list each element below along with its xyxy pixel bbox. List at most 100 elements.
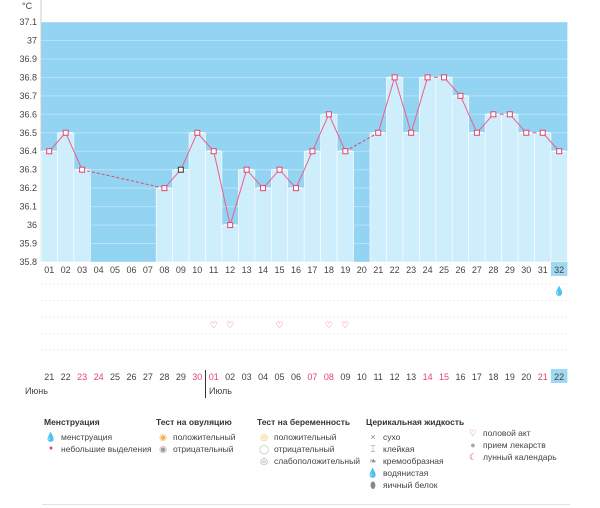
- cycle-day-label: 31: [538, 265, 548, 275]
- cycle-day-label: 23: [406, 265, 416, 275]
- y-tick-label: 36.3: [19, 165, 37, 175]
- temp-bar: [419, 77, 437, 263]
- temp-point: [473, 129, 480, 136]
- cycle-day-label: 04: [94, 265, 104, 275]
- temp-point: [325, 111, 332, 118]
- temp-bar: [517, 132, 535, 263]
- date-label: 15: [439, 372, 449, 382]
- date-label: 27: [143, 372, 153, 382]
- sticky-icon: ⌶: [370, 444, 376, 454]
- creamy-icon: ❧: [369, 456, 377, 466]
- temp-bar: [270, 169, 289, 263]
- date-label: 12: [390, 372, 400, 382]
- date-label: 26: [126, 372, 136, 382]
- y-axis: °C 35.8 35.9 36 36.1 36.2 36.3 36.4 36.5 36.6 36.…: [19, 1, 37, 267]
- temp-point: [408, 129, 415, 136]
- temp-bar: [386, 77, 404, 263]
- temp-point: [309, 148, 316, 155]
- y-tick-label: 37.1: [19, 17, 37, 27]
- legend-ovulation-test: Тест на овуляцию ◉ положительный ◉ отрицат…: [156, 416, 235, 455]
- cycle-day-label: 22: [390, 265, 400, 275]
- temp-bar: [435, 77, 453, 263]
- line-segment: [196, 132, 215, 152]
- cycle-day-label: 27: [472, 265, 482, 275]
- date-label: 01: [209, 372, 219, 382]
- temp-bar: [172, 169, 190, 263]
- legend-item: ◉ положительный: [156, 431, 235, 443]
- date-label: 18: [488, 372, 498, 382]
- temp-bar: [451, 95, 470, 263]
- gap-segment: [345, 132, 379, 152]
- today-date-highlight: [550, 369, 568, 383]
- date-label: 22: [554, 372, 564, 382]
- legend-item: × сухо: [366, 431, 464, 443]
- drop-icon: 💧: [45, 432, 57, 442]
- cycle-day-label: 13: [242, 265, 252, 275]
- temp-point: [62, 129, 69, 136]
- gap-segment: [82, 169, 165, 189]
- legend-pregnancy-test: Тест на беременность ◎ положительный ◯ отр…: [257, 416, 360, 467]
- temp-bar: [550, 150, 568, 263]
- cycle-day-label: 26: [455, 265, 465, 275]
- cycle-day-label: 29: [505, 265, 515, 275]
- date-label: 21: [538, 372, 548, 382]
- temp-point: [79, 166, 86, 173]
- line-segment: [180, 132, 198, 170]
- y-tick-label: 36.8: [19, 72, 37, 82]
- date-label: 30: [192, 372, 202, 382]
- line-segment: [246, 169, 264, 189]
- legend-cervical-fluid: Церикальная жидкость × сухо ⌶ клейкая ❧ кре…: [366, 416, 464, 491]
- date-label: 04: [258, 372, 268, 382]
- y-tick-label: 36.7: [19, 91, 37, 101]
- ovulation-negative-icon: ◉: [159, 444, 167, 454]
- cycle-day-label: 19: [340, 265, 350, 275]
- date-label: 25: [110, 372, 120, 382]
- line-segment: [311, 114, 330, 152]
- legend-title: Тест на овуляцию: [156, 417, 232, 427]
- temp-bar: [188, 132, 206, 263]
- watery-icon: 💧: [367, 468, 379, 478]
- date-label: 22: [61, 372, 71, 382]
- y-tick-label: 36.5: [19, 128, 37, 138]
- temp-point: [506, 111, 513, 118]
- line-segment: [295, 151, 313, 189]
- line-segment: [279, 169, 297, 189]
- date-label: 29: [176, 372, 186, 382]
- y-unit-label: °C: [22, 1, 33, 11]
- temp-point: [441, 74, 448, 81]
- cycle-day-label: 14: [258, 265, 268, 275]
- date-label: 09: [340, 372, 350, 382]
- legend-item: 💧 менструация: [45, 432, 113, 442]
- cycle-day-label: 28: [488, 265, 498, 275]
- cycle-day-label: 16: [291, 265, 301, 275]
- temp-bar: [336, 150, 354, 263]
- temp-point: [161, 185, 168, 192]
- date-label: 08: [324, 372, 334, 382]
- cycle-day-label: 32: [554, 265, 564, 275]
- line-segment: [509, 113, 527, 134]
- cycle-day-label: 05: [110, 265, 120, 275]
- date-label: 05: [275, 372, 285, 382]
- heart-icon: ♡: [275, 321, 283, 331]
- cycle-day-label: 02: [61, 265, 71, 275]
- date-label: 06: [291, 372, 301, 382]
- cycle-day-label: 11: [209, 265, 218, 275]
- legend-item: ⌶ клейкая: [366, 443, 464, 455]
- cycle-day-label: 25: [439, 265, 449, 275]
- line-segment: [394, 77, 412, 133]
- date-label: 24: [94, 372, 104, 382]
- month-labels: Июнь Июль: [25, 386, 232, 396]
- pregnancy-negative-icon: ◯: [258, 444, 270, 454]
- temp-bar: [320, 114, 338, 263]
- x-axis-cycle-days: 01 02 03 04 05 06 07 08 09 10 11 12 13 14 15 16 17 18 19 20…: [44, 262, 568, 276]
- temp-point: [556, 148, 563, 155]
- temp-point: [424, 74, 431, 81]
- temp-bar: [468, 132, 486, 263]
- line-segment: [164, 169, 182, 189]
- temp-bar: [155, 187, 173, 263]
- cycle-day-label: 30: [521, 265, 531, 275]
- pregnancy-positive-icon: ◎: [260, 432, 268, 442]
- bbt-chart: °C 35.8 35.9 36 36.1 36.2 36.3 36.4 36.5 36.6 36.…: [19, 0, 568, 398]
- legend-item: ❧ кремообразная: [366, 455, 464, 467]
- date-label: 23: [77, 372, 87, 382]
